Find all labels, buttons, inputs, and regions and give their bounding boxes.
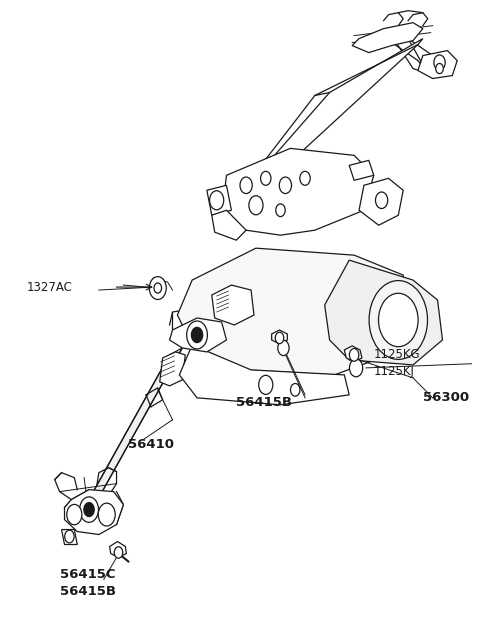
Circle shape <box>67 505 82 525</box>
Circle shape <box>276 204 285 217</box>
Circle shape <box>187 321 207 349</box>
Polygon shape <box>272 330 288 344</box>
Circle shape <box>84 503 94 517</box>
Polygon shape <box>207 185 231 215</box>
Circle shape <box>279 177 291 194</box>
Polygon shape <box>324 260 443 365</box>
Circle shape <box>80 497 98 522</box>
Text: 1125KG: 1125KG <box>374 348 420 361</box>
Text: 56300: 56300 <box>423 391 469 404</box>
Polygon shape <box>349 161 374 180</box>
Circle shape <box>259 375 273 394</box>
Circle shape <box>278 340 289 355</box>
Polygon shape <box>212 210 246 240</box>
Circle shape <box>65 530 74 543</box>
Polygon shape <box>109 541 126 557</box>
Circle shape <box>154 283 162 293</box>
Circle shape <box>114 547 123 558</box>
Text: 1125KJ: 1125KJ <box>374 366 415 378</box>
Polygon shape <box>359 178 403 225</box>
Polygon shape <box>222 148 374 235</box>
Circle shape <box>300 171 310 185</box>
Circle shape <box>210 190 224 210</box>
Polygon shape <box>178 248 408 375</box>
Circle shape <box>290 383 300 396</box>
Circle shape <box>149 276 166 299</box>
Circle shape <box>369 280 428 359</box>
Circle shape <box>349 348 359 361</box>
Polygon shape <box>86 348 182 505</box>
Polygon shape <box>388 31 428 73</box>
Polygon shape <box>160 352 185 386</box>
Circle shape <box>375 192 388 208</box>
Circle shape <box>240 177 252 194</box>
Polygon shape <box>169 318 227 352</box>
Circle shape <box>249 196 263 215</box>
Circle shape <box>275 333 284 344</box>
Polygon shape <box>418 50 457 78</box>
Text: 1327AC: 1327AC <box>26 280 72 294</box>
Circle shape <box>261 171 271 185</box>
Polygon shape <box>352 23 423 53</box>
Polygon shape <box>344 346 362 362</box>
Polygon shape <box>64 490 123 534</box>
Text: 56415C: 56415C <box>60 568 115 581</box>
Polygon shape <box>227 39 423 210</box>
Circle shape <box>98 503 115 526</box>
Circle shape <box>379 293 418 347</box>
Circle shape <box>436 64 444 74</box>
Text: 56410: 56410 <box>128 438 174 451</box>
Text: 56415B: 56415B <box>60 585 116 598</box>
Polygon shape <box>61 529 77 545</box>
Text: 56415B: 56415B <box>236 396 292 410</box>
Circle shape <box>349 359 363 377</box>
Circle shape <box>434 55 445 70</box>
Circle shape <box>192 327 203 343</box>
Polygon shape <box>180 345 349 404</box>
Polygon shape <box>212 285 254 325</box>
